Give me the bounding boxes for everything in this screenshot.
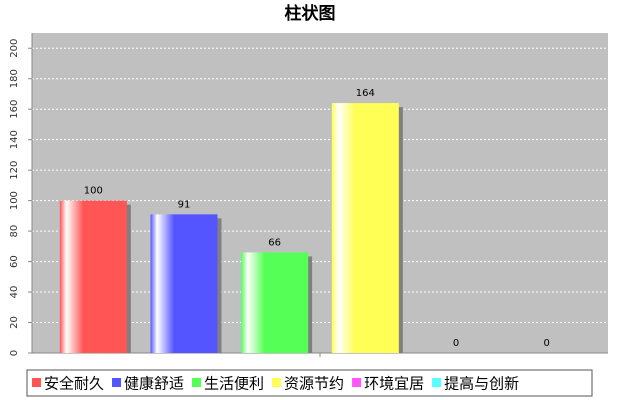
y-tick-label: 80 [9,225,20,238]
bar [331,103,399,353]
y-tick-label: 180 [9,69,20,88]
y-tick-label: 140 [9,130,20,149]
y-tick-label: 60 [9,255,20,268]
bar [150,214,218,353]
legend-swatch [352,378,362,387]
y-tick-label: 200 [9,39,20,58]
y-tick-label: 40 [9,286,20,299]
legend-swatch [272,378,282,387]
y-tick-label: 0 [9,350,20,356]
legend-label: 环境宜居 [364,375,424,393]
legend-swatch [112,378,122,387]
chart-title: 柱状图 [285,3,336,24]
legend-label: 生活便利 [204,375,264,393]
y-tick-label: 100 [9,191,20,210]
y-tick-label: 20 [9,316,20,329]
legend-label: 提高与创新 [444,375,519,393]
value-label: 0 [453,338,459,349]
value-label: 164 [356,88,375,99]
legend-label: 健康舒适 [124,375,184,393]
y-tick-label: 120 [9,161,20,180]
legend-swatch [32,378,41,387]
legend-label: 资源节约 [284,375,344,393]
y-tick-label: 160 [9,100,20,119]
legend-label: 安全耐久 [44,375,104,393]
legend-box [26,369,593,397]
value-label: 0 [543,338,549,349]
legend-swatch [192,378,202,387]
bar [59,200,127,353]
value-label: 100 [84,186,103,197]
legend-swatch [432,378,442,387]
bar [241,252,309,353]
value-label: 91 [178,199,191,210]
value-label: 66 [268,237,281,248]
